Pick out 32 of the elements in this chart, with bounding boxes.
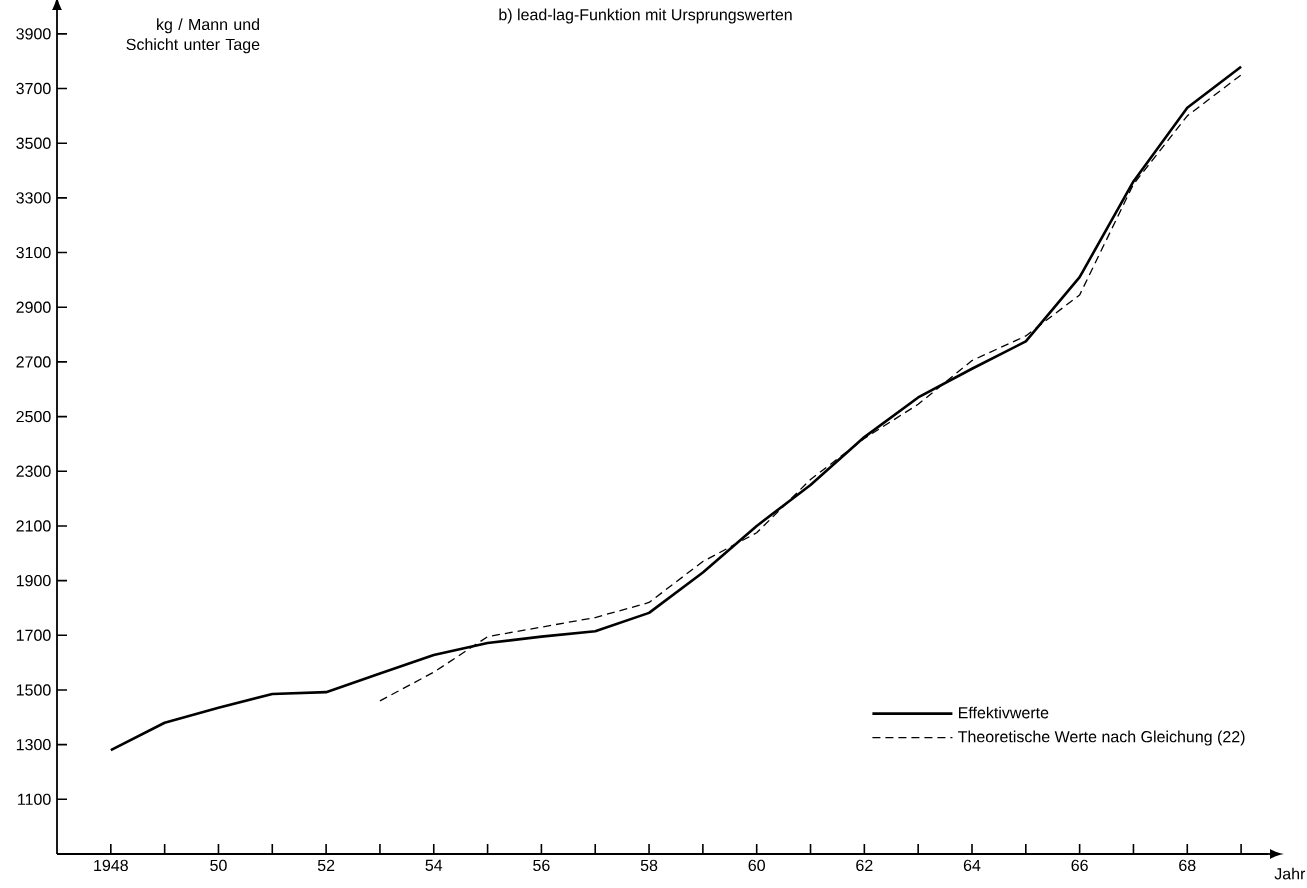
y-tick-label: 3100 [16,246,51,259]
y-tick-label: 1700 [16,629,51,641]
y-tick-label: 3900 [16,28,51,40]
y-tick-label: 2900 [16,301,51,313]
y-tick-label: 1300 [16,738,51,751]
chart-title: b) lead-lag-Funktion mit Ursprungswerten [499,8,792,24]
y-tick-label: 2300 [16,465,51,477]
x-tick-label: 52 [317,859,335,872]
y-tick-label: 1900 [16,574,51,587]
legend-label: Effektivwerte [959,706,1049,719]
x-tick-label: 58 [640,859,658,872]
y-tick-label: 2100 [16,520,51,532]
y-tick-label: 3700 [16,82,51,95]
y-tick-label: 3500 [16,137,51,149]
y-tick-label: 1100 [18,793,51,805]
y-tick-label: 2700 [16,356,51,368]
x-axis-title: Jahr [1274,867,1306,880]
x-tick-label: 60 [748,859,765,872]
y-tick-label: 3300 [16,192,51,204]
x-tick-label: 66 [1071,859,1088,872]
x-tick-label: 54 [425,859,443,871]
x-tick-label: 64 [963,859,981,872]
x-tick-label: 62 [856,859,873,872]
x-tick-label: 50 [210,859,227,872]
x-tick-label: 1948 [94,859,128,872]
x-tick-label: 68 [1179,859,1196,872]
y-axis-title: kg / Mann und Schicht unter Tage [126,18,260,54]
line-series [109,65,1243,752]
y-tick-label: 2500 [16,410,51,423]
x-tick-label: 56 [533,859,550,872]
legend-label: Theoretische Werte nach Gleichung (22) [958,730,1245,746]
y-tick-label: 1500 [16,684,51,696]
